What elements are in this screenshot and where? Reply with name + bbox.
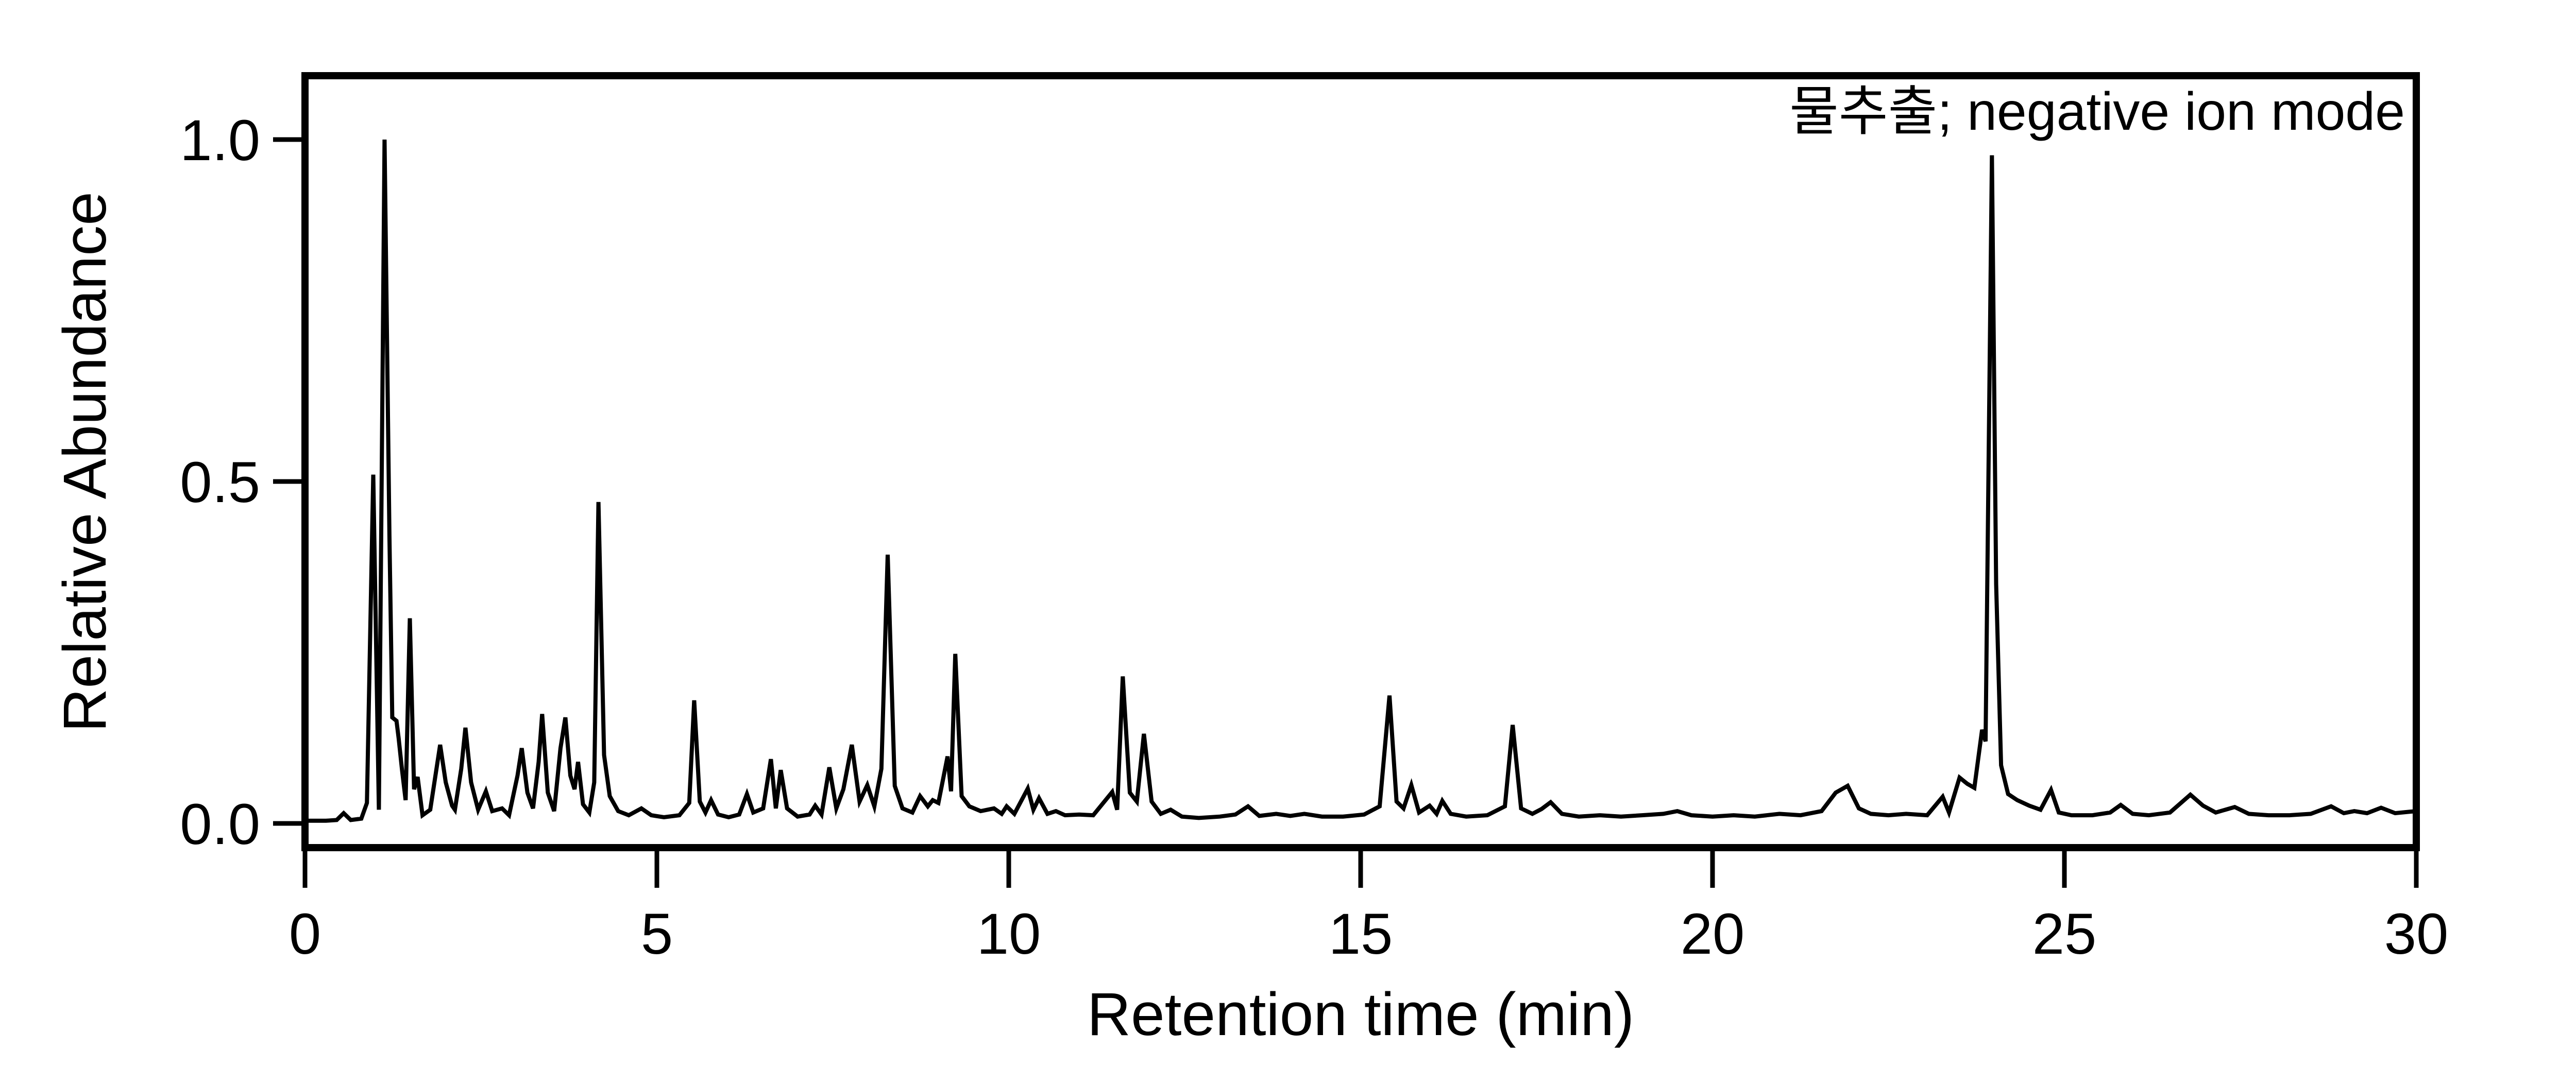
x-axis-title: Retention time (min)	[1087, 980, 1634, 1048]
x-tick-label: 25	[2032, 902, 2097, 966]
annotation-label: 물추출; negative ion mode	[1789, 82, 2405, 142]
x-tick-label: 20	[1681, 902, 1745, 966]
tic-trace-line	[303, 139, 2418, 823]
x-tick-label: 5	[641, 902, 673, 966]
y-tick-label: 0.5	[180, 450, 260, 514]
x-tick-label: 0	[289, 902, 321, 966]
x-axis-tick-labels: 0 5 10 15 20 25 30	[289, 902, 2448, 966]
x-tick-label: 10	[977, 902, 1041, 966]
x-tick-label: 30	[2384, 902, 2449, 966]
y-tick-label: 1.0	[180, 108, 260, 173]
x-axis-ticks	[302, 848, 2419, 888]
y-axis-ticks	[273, 137, 305, 826]
x-tick-label: 15	[1329, 902, 1393, 966]
y-axis-title: Relative Abundance	[51, 192, 119, 732]
plot-border	[301, 72, 2420, 851]
y-tick-label: 0.0	[180, 792, 260, 856]
y-axis-tick-labels: 0.0 0.5 1.0	[180, 108, 260, 856]
